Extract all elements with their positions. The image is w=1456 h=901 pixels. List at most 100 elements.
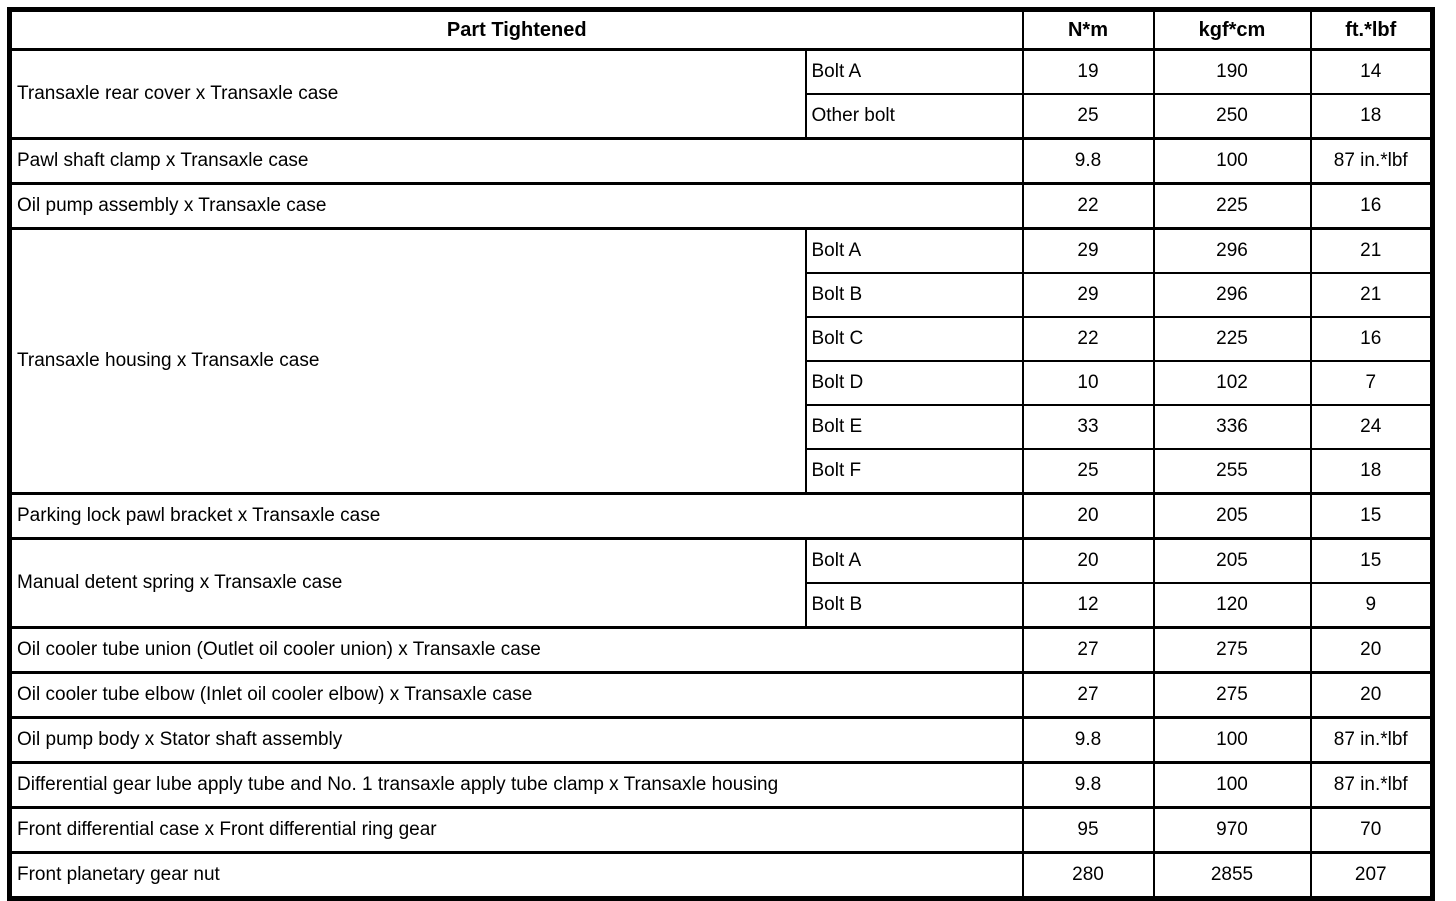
torque-ftlbf-cell: 87 in.*lbf <box>1309 716 1434 764</box>
bolt-label-cell: Bolt A <box>804 48 1024 95</box>
table-row: Parking lock pawl bracket x Transaxle ca… <box>8 492 1434 540</box>
torque-kgfcm-cell: 102 <box>1152 360 1312 406</box>
torque-ftlbf-cell: 9 <box>1309 582 1434 629</box>
part-tightened-cell: Oil pump body x Stator shaft assembly <box>8 716 1024 764</box>
torque-nm-cell: 27 <box>1021 626 1155 674</box>
torque-ftlbf-cell: 87 in.*lbf <box>1309 761 1434 809</box>
header-part-tightened: Part Tightened <box>8 8 1024 51</box>
torque-kgfcm-cell: 225 <box>1152 182 1312 230</box>
torque-ftlbf-cell: 15 <box>1309 537 1434 584</box>
torque-nm-cell: 10 <box>1021 360 1155 406</box>
torque-nm-cell: 25 <box>1021 448 1155 495</box>
torque-ftlbf-cell: 20 <box>1309 626 1434 674</box>
torque-kgfcm-cell: 275 <box>1152 671 1312 719</box>
part-tightened-cell: Front planetary gear nut <box>8 851 1024 900</box>
bolt-label-cell: Bolt E <box>804 404 1024 450</box>
table-row: Oil cooler tube union (Outlet oil cooler… <box>8 626 1434 674</box>
header-ftlbf: ft.*lbf <box>1309 8 1434 51</box>
table-row: Bolt D 10 102 7 <box>10 360 1434 406</box>
torque-ftlbf-cell: 207 <box>1309 851 1434 900</box>
part-tightened-cell: Transaxle housing x Transaxle case <box>8 227 807 495</box>
table-row: Oil cooler tube elbow (Inlet oil cooler … <box>8 671 1434 719</box>
torque-kgfcm-cell: 970 <box>1152 806 1312 854</box>
torque-nm-cell: 25 <box>1021 93 1155 140</box>
torque-kgfcm-cell: 255 <box>1152 448 1312 495</box>
torque-kgfcm-cell: 120 <box>1152 582 1312 629</box>
part-tightened-cell: Oil cooler tube elbow (Inlet oil cooler … <box>8 671 1024 719</box>
table-row: Transaxle rear cover x Transaxle case Bol… <box>8 48 1434 140</box>
torque-ftlbf-cell: 24 <box>1309 404 1434 450</box>
bolt-label-cell: Other bolt <box>804 93 1024 140</box>
torque-kgfcm-cell: 100 <box>1152 137 1312 185</box>
torque-ftlbf-cell: 16 <box>1309 316 1434 362</box>
torque-kgfcm-cell: 100 <box>1152 761 1312 809</box>
torque-ftlbf-cell: 16 <box>1309 182 1434 230</box>
torque-nm-cell: 20 <box>1021 492 1155 540</box>
table-row: Manual detent spring x Transaxle case Bol… <box>8 537 1434 629</box>
torque-spec-table-wrapper: Part Tightened N*m kgf*cm ft.*lbf Transa… <box>7 7 1435 901</box>
torque-kgfcm-cell: 336 <box>1152 404 1312 450</box>
header-nm: N*m <box>1021 8 1155 51</box>
torque-kgfcm-cell: 100 <box>1152 716 1312 764</box>
torque-nm-cell: 33 <box>1021 404 1155 450</box>
torque-nm-cell: 19 <box>1021 48 1155 95</box>
header-row: Part Tightened N*m kgf*cm ft.*lbf <box>8 8 1434 51</box>
torque-nm-cell: 9.8 <box>1021 716 1155 764</box>
torque-nm-cell: 20 <box>1021 537 1155 584</box>
torque-ftlbf-cell: 87 in.*lbf <box>1309 137 1434 185</box>
torque-ftlbf-cell: 14 <box>1309 48 1434 95</box>
bolt-label-cell: Bolt C <box>804 316 1024 362</box>
torque-ftlbf-cell: 18 <box>1309 93 1434 140</box>
torque-ftlbf-cell: 21 <box>1309 272 1434 318</box>
torque-ftlbf-cell: 20 <box>1309 671 1434 719</box>
torque-nm-cell: 29 <box>1021 272 1155 318</box>
table-row: Oil pump assembly x Transaxle case 22 225 1… <box>8 182 1434 230</box>
torque-ftlbf-cell: 18 <box>1309 448 1434 495</box>
table-row: Front differential case x Front differen… <box>8 806 1434 854</box>
torque-ftlbf-cell: 7 <box>1309 360 1434 406</box>
torque-ftlbf-cell: 21 <box>1309 227 1434 274</box>
torque-nm-cell: 27 <box>1021 671 1155 719</box>
table-row: Bolt B 12 120 9 <box>10 582 1434 629</box>
bolt-label-cell: Bolt F <box>804 448 1024 495</box>
torque-kgfcm-cell: 275 <box>1152 626 1312 674</box>
part-tightened-cell: Transaxle rear cover x Transaxle case <box>8 48 807 140</box>
torque-nm-cell: 9.8 <box>1021 137 1155 185</box>
torque-kgfcm-cell: 2855 <box>1152 851 1312 900</box>
header-kgfcm: kgf*cm <box>1152 8 1312 51</box>
torque-nm-cell: 280 <box>1021 851 1155 900</box>
torque-spec-table: Part Tightened N*m kgf*cm ft.*lbf Transa… <box>7 7 1435 901</box>
torque-nm-cell: 95 <box>1021 806 1155 854</box>
part-tightened-cell: Differential gear lube apply tube and No… <box>8 761 1024 809</box>
bolt-label-cell: Bolt A <box>804 537 1024 584</box>
part-tightened-cell: Oil pump assembly x Transaxle case <box>8 182 1024 230</box>
table-row: Oil pump body x Stator shaft assembly 9.8… <box>8 716 1434 764</box>
bolt-label-cell: Bolt D <box>804 360 1024 406</box>
torque-ftlbf-cell: 70 <box>1309 806 1434 854</box>
table-row: Bolt E 33 336 24 <box>10 404 1434 450</box>
bolt-label-cell: Bolt B <box>804 272 1024 318</box>
torque-kgfcm-cell: 250 <box>1152 93 1312 140</box>
bolt-label-cell: Bolt B <box>804 582 1024 629</box>
torque-nm-cell: 12 <box>1021 582 1155 629</box>
bolt-label-cell: Bolt A <box>804 227 1024 274</box>
part-tightened-cell: Pawl shaft clamp x Transaxle case <box>8 137 1024 185</box>
table-row: Bolt F 25 255 18 <box>10 448 1434 495</box>
torque-kgfcm-cell: 296 <box>1152 272 1312 318</box>
torque-kgfcm-cell: 296 <box>1152 227 1312 274</box>
table-row: Bolt C 22 225 16 <box>10 316 1434 362</box>
part-tightened-cell: Oil cooler tube union (Outlet oil cooler… <box>8 626 1024 674</box>
torque-nm-cell: 22 <box>1021 316 1155 362</box>
torque-kgfcm-cell: 205 <box>1152 492 1312 540</box>
table-row: Other bolt 25 250 18 <box>10 93 1434 140</box>
table-row: Pawl shaft clamp x Transaxle case 9.8 100 8… <box>8 137 1434 185</box>
table-row: Bolt B 29 296 21 <box>10 272 1434 318</box>
torque-ftlbf-cell: 15 <box>1309 492 1434 540</box>
torque-kgfcm-cell: 190 <box>1152 48 1312 95</box>
torque-kgfcm-cell: 205 <box>1152 537 1312 584</box>
table-row: Differential gear lube apply tube and No… <box>8 761 1434 809</box>
torque-kgfcm-cell: 225 <box>1152 316 1312 362</box>
torque-table-body: Transaxle rear cover x Transaxle case Bol… <box>8 48 1434 900</box>
torque-nm-cell: 29 <box>1021 227 1155 274</box>
part-tightened-cell: Parking lock pawl bracket x Transaxle ca… <box>8 492 1024 540</box>
